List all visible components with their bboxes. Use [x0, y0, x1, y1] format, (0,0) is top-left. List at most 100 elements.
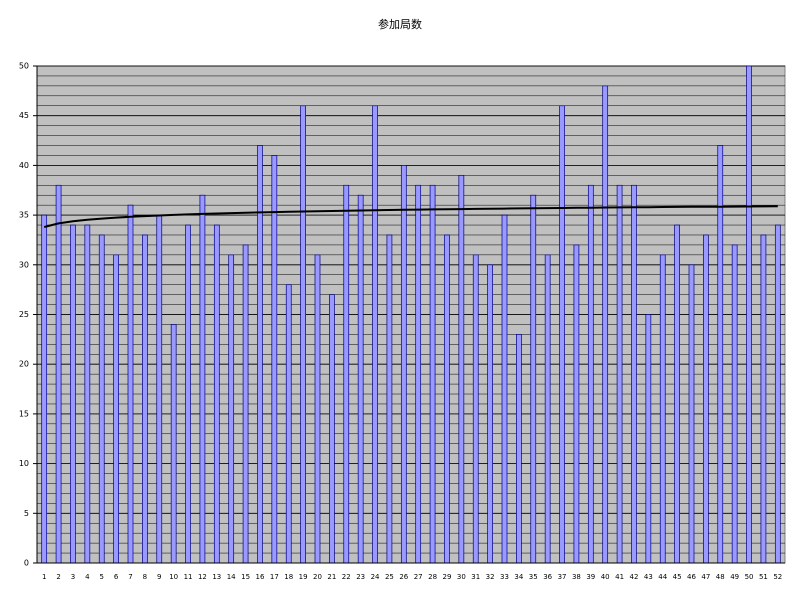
- x-tick-label: 35: [529, 573, 538, 581]
- bar: [257, 145, 263, 564]
- y-tick-label: 30: [19, 260, 29, 269]
- y-tick-label: 35: [19, 211, 29, 220]
- x-tick-label: 21: [327, 573, 336, 581]
- bar: [573, 244, 580, 564]
- bar: [400, 165, 407, 564]
- x-tick-label: 6: [114, 573, 119, 581]
- bar: [559, 105, 565, 564]
- x-tick-label: 3: [71, 573, 75, 581]
- bar: [170, 324, 177, 564]
- bar: [41, 214, 48, 564]
- x-tick-label: 50: [745, 573, 754, 581]
- trend-line: [43, 205, 778, 228]
- x-tick-label: 19: [299, 573, 308, 581]
- y-tick-label: 20: [19, 360, 29, 369]
- x-tick-label: 51: [759, 573, 768, 581]
- x-tick-label: 49: [730, 573, 739, 581]
- bar: [631, 184, 637, 564]
- bar: [688, 264, 695, 564]
- x-tick-label: 44: [658, 573, 667, 581]
- bar: [343, 184, 350, 564]
- bar: [314, 254, 321, 564]
- x-tick-label: 1: [42, 573, 46, 581]
- x-tick-label: 39: [586, 573, 595, 581]
- x-tick-label: 23: [356, 573, 365, 581]
- x-tick-label: 28: [428, 573, 437, 581]
- bar: [242, 244, 249, 564]
- chart-title: 参加局数: [378, 17, 422, 31]
- x-tick-label: 4: [85, 573, 90, 581]
- x-tick-label: 8: [143, 573, 147, 581]
- bar: [774, 224, 781, 564]
- bar: [501, 214, 508, 564]
- x-tick-label: 26: [399, 573, 408, 581]
- x-tick-label: 48: [716, 573, 725, 581]
- bar: [516, 334, 522, 564]
- x-tick-label: 16: [256, 573, 265, 581]
- x-tick-label: 45: [673, 573, 682, 581]
- x-tick-label: 27: [414, 573, 423, 581]
- x-tick-label: 46: [687, 573, 696, 581]
- x-tick-label: 18: [284, 573, 293, 581]
- bar: [458, 174, 465, 564]
- x-tick-label: 43: [644, 573, 653, 581]
- bar: [415, 184, 422, 564]
- bar: [530, 194, 537, 564]
- bar: [84, 224, 91, 564]
- bar: [185, 224, 191, 564]
- bar: [487, 264, 493, 564]
- bar: [199, 194, 206, 564]
- x-tick-label: 41: [615, 573, 624, 581]
- bar: [587, 184, 594, 564]
- x-tick-label: 29: [443, 573, 452, 581]
- bar: [472, 254, 479, 564]
- bar: [645, 314, 652, 564]
- bar: [329, 294, 335, 564]
- bar: [113, 254, 119, 564]
- y-tick-label: 15: [19, 409, 29, 418]
- x-tick-label: 7: [128, 573, 132, 581]
- bar: [386, 234, 393, 564]
- bar: [717, 145, 724, 564]
- bar: [98, 234, 105, 564]
- x-tick-label: 22: [342, 573, 351, 581]
- bar: [372, 105, 378, 564]
- bar: [127, 204, 134, 564]
- x-tick-label: 17: [270, 573, 279, 581]
- bar: [357, 194, 364, 564]
- bar: [746, 65, 752, 564]
- bar: [142, 234, 148, 564]
- x-tick-label: 24: [371, 573, 380, 581]
- x-tick-label: 15: [241, 573, 250, 581]
- x-tick-label: 10: [169, 573, 178, 581]
- y-tick-label: 0: [24, 559, 29, 568]
- x-tick-label: 5: [99, 573, 103, 581]
- x-tick-label: 31: [471, 573, 480, 581]
- bar: [213, 224, 220, 564]
- bar: [156, 214, 163, 564]
- bar: [616, 184, 623, 564]
- bar: [429, 184, 436, 564]
- bar: [300, 105, 306, 564]
- x-tick-label: 36: [543, 573, 552, 581]
- x-tick-label: 37: [558, 573, 567, 581]
- x-tick-label: 9: [157, 573, 161, 581]
- y-tick-label: 5: [24, 509, 29, 518]
- bar: [703, 234, 709, 564]
- bar: [228, 254, 235, 564]
- x-tick-label: 25: [385, 573, 394, 581]
- y-tick-label: 50: [19, 62, 29, 71]
- x-tick-label: 40: [601, 573, 610, 581]
- x-tick-label: 52: [773, 573, 782, 581]
- bar: [271, 155, 278, 564]
- x-tick-label: 12: [198, 573, 207, 581]
- bar: [444, 234, 450, 564]
- bar: [674, 224, 680, 564]
- y-tick-label: 25: [19, 310, 29, 319]
- x-tick-label: 13: [212, 573, 221, 581]
- x-tick-label: 33: [500, 573, 509, 581]
- bar: [731, 244, 738, 564]
- bar: [55, 184, 62, 564]
- x-tick-label: 47: [701, 573, 710, 581]
